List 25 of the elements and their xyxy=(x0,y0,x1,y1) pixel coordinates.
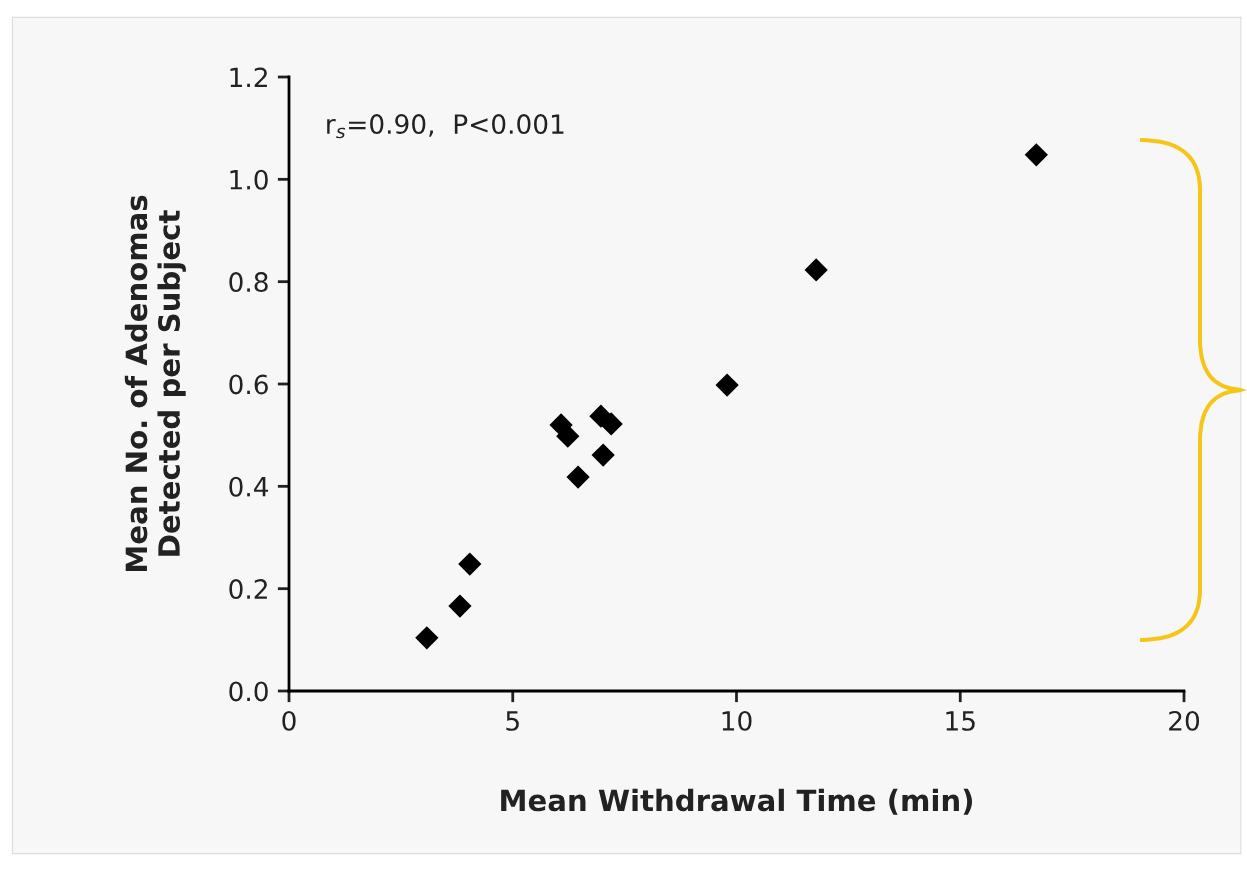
point xyxy=(804,258,828,282)
x-tick-label: 0 xyxy=(282,710,296,731)
annotation: r$_{s}$=0.90, P<0.001 xyxy=(327,114,564,139)
point xyxy=(566,465,590,489)
point xyxy=(1024,143,1048,167)
point xyxy=(599,412,623,436)
x-tick-label: 15 xyxy=(946,711,975,731)
point xyxy=(715,373,739,397)
y-tick-label: 0.4 xyxy=(229,476,269,497)
y-tick-label: 0.0 xyxy=(229,681,268,702)
x-tick-label: 20 xyxy=(1169,710,1200,731)
y-tick-label: 1.0 xyxy=(230,169,268,190)
point xyxy=(591,443,615,467)
y-tick-label: 1.2 xyxy=(230,67,267,88)
y-tick-label: 0.6 xyxy=(229,374,268,395)
y-axis-title: Mean No. of Adenomas Detected per Subject xyxy=(124,195,186,572)
point xyxy=(458,552,482,576)
x-axis-title: Mean Withdrawal Time (min) xyxy=(501,788,973,815)
point xyxy=(556,424,580,448)
point xyxy=(448,594,472,618)
point xyxy=(415,626,439,650)
y-tick-label: 0.8 xyxy=(229,272,268,293)
x-tick-label: 10 xyxy=(722,710,752,731)
y-tick-label: 0.2 xyxy=(229,579,267,600)
x-tick-label: 5 xyxy=(506,711,519,731)
